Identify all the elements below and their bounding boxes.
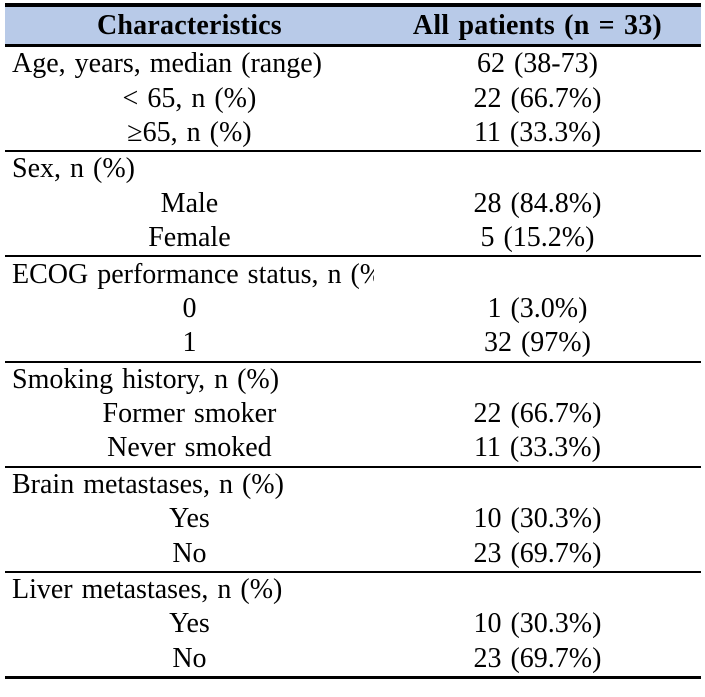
table-row: Male 28 (84.8%)	[5, 187, 701, 221]
characteristic-value: 23 (69.7%)	[473, 537, 602, 569]
table-row: 1 32 (97%)	[5, 326, 701, 361]
characteristic-sublabel: < 65, n (%)	[122, 82, 257, 114]
characteristic-sublabel: Female	[148, 222, 231, 254]
characteristic-label: Age, years, median (range)	[12, 48, 322, 80]
table-row: Yes 10 (30.3%)	[5, 502, 701, 536]
characteristic-label: Brain metastases, n (%)	[12, 468, 284, 500]
table-row: No 23 (69.7%)	[5, 642, 701, 678]
section-smoking: Smoking history, n (%) Former smoker 22 …	[5, 362, 701, 467]
section-ecog: ECOG performance status, n (%) 0 1 (3.0%…	[5, 256, 701, 362]
characteristic-label: Liver metastases, n (%)	[12, 574, 283, 606]
characteristic-sublabel: 1	[182, 327, 197, 359]
characteristic-sublabel: Never smoked	[107, 432, 272, 464]
characteristic-label: Sex, n (%)	[12, 153, 135, 185]
col-header-all-patients: All patients (n = 33)	[373, 3, 701, 47]
patient-characteristics-table: Characteristics All patients (n = 33) Ag…	[5, 3, 701, 679]
characteristic-value: 22 (66.7%)	[473, 82, 602, 114]
table-row: No 23 (69.7%)	[5, 536, 701, 571]
characteristic-value	[374, 572, 701, 607]
table-row: Smoking history, n (%)	[5, 362, 701, 397]
characteristic-label: Smoking history, n (%)	[12, 363, 280, 395]
characteristic-value: 32 (97%)	[483, 327, 591, 359]
characteristic-value	[374, 467, 701, 502]
characteristic-value	[374, 256, 701, 291]
characteristic-value: 1 (3.0%)	[487, 292, 588, 324]
table-row: Sex, n (%)	[5, 151, 701, 186]
characteristic-value: 28 (84.8%)	[473, 187, 602, 219]
table-row: ECOG performance status, n (%)	[5, 256, 701, 291]
characteristic-value	[374, 151, 701, 186]
characteristic-sublabel: ≥65, n (%)	[127, 116, 252, 148]
table-row: Never smoked 11 (33.3%)	[5, 431, 701, 466]
table-row: ≥65, n (%) 11 (33.3%)	[5, 116, 701, 151]
characteristic-value: 10 (30.3%)	[473, 503, 602, 535]
table-row: Yes 10 (30.3%)	[5, 607, 701, 641]
col-header-characteristics: Characteristics	[5, 3, 374, 47]
table-row: Age, years, median (range) 62 (38-73)	[5, 46, 701, 82]
characteristic-sublabel: Male	[160, 187, 219, 219]
characteristic-value: 11 (33.3%)	[473, 432, 601, 464]
characteristic-value: 11 (33.3%)	[473, 116, 601, 148]
table-row: 0 1 (3.0%)	[5, 292, 701, 326]
characteristic-sublabel: Yes	[169, 608, 210, 640]
table-row: Brain metastases, n (%)	[5, 467, 701, 502]
section-sex: Sex, n (%) Male 28 (84.8%) Female 5 (15.…	[5, 151, 701, 257]
section-brain-metastases: Brain metastases, n (%) Yes 10 (30.3%) N…	[5, 467, 701, 572]
header-row: Characteristics All patients (n = 33)	[5, 3, 701, 47]
characteristic-label: ECOG performance status, n (%)	[12, 258, 374, 290]
paper-table-page: Characteristics All patients (n = 33) Ag…	[5, 3, 701, 679]
table-row: Female 5 (15.2%)	[5, 221, 701, 256]
characteristic-sublabel: Former smoker	[102, 398, 277, 430]
characteristic-value	[374, 362, 701, 397]
section-liver-metastases: Liver metastases, n (%) Yes 10 (30.3%) N…	[5, 572, 701, 678]
characteristic-value: 23 (69.7%)	[473, 642, 602, 674]
table-row: Former smoker 22 (66.7%)	[5, 397, 701, 431]
characteristic-value: 22 (66.7%)	[473, 398, 602, 430]
section-age: Age, years, median (range) 62 (38-73) < …	[5, 46, 701, 152]
table-row: < 65, n (%) 22 (66.7%)	[5, 81, 701, 115]
characteristic-sublabel: 0	[182, 292, 197, 324]
characteristic-value: 62 (38-73)	[476, 48, 598, 80]
characteristic-sublabel: No	[172, 537, 207, 569]
characteristic-sublabel: Yes	[169, 503, 210, 535]
characteristic-value: 10 (30.3%)	[473, 608, 602, 640]
characteristic-value: 5 (15.2%)	[480, 222, 595, 254]
characteristic-sublabel: No	[172, 642, 207, 674]
table-row: Liver metastases, n (%)	[5, 572, 701, 607]
table-header: Characteristics All patients (n = 33)	[5, 3, 701, 47]
